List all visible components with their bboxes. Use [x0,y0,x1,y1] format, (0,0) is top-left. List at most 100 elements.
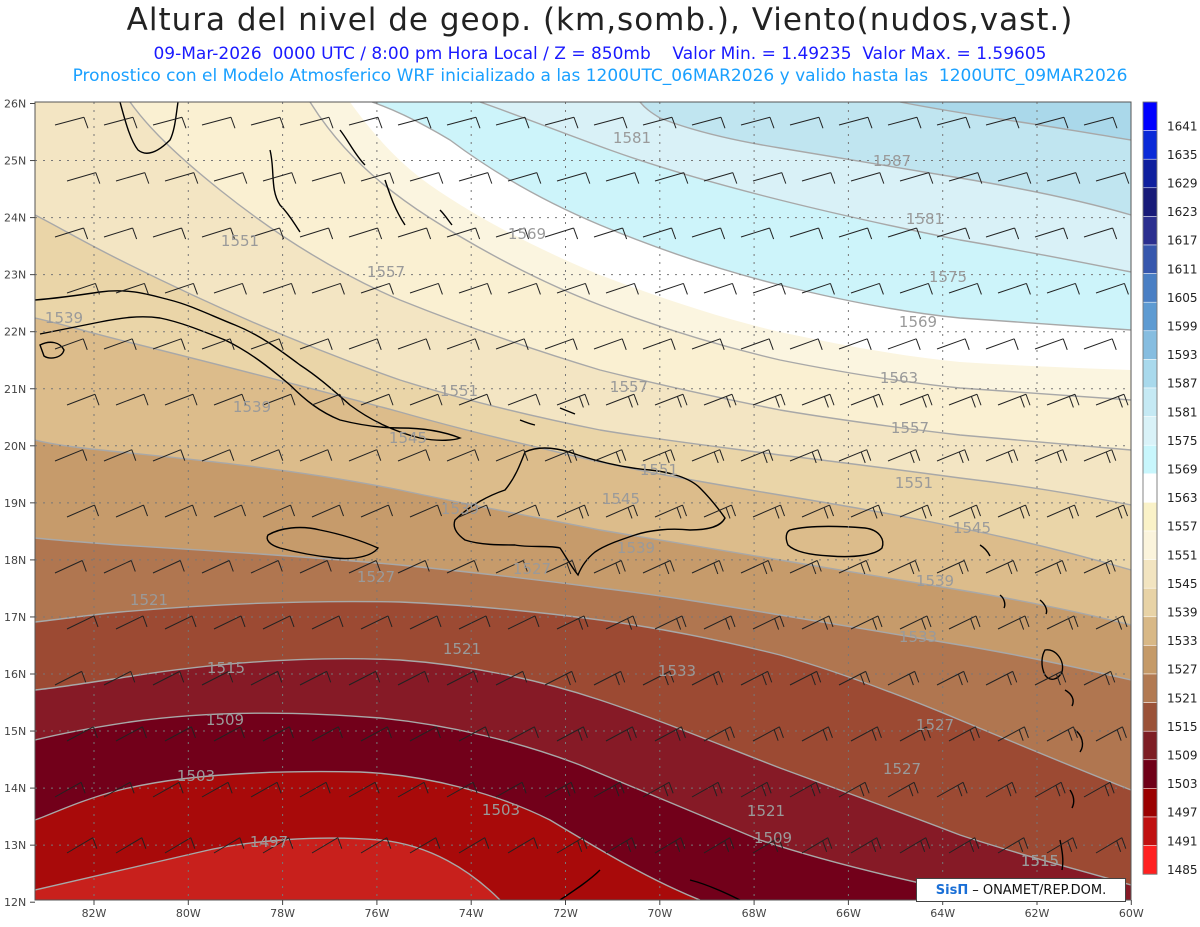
wind-barb [985,781,1017,798]
lat-tick-label: 23N [4,269,26,282]
wind-barb [1083,116,1118,129]
colorbar-swatch [1142,416,1158,446]
wind-barb [985,116,1020,129]
wind-barb [213,504,247,518]
wind-barb [887,560,920,575]
wind-barb [605,393,639,408]
colorbar-swatch [1142,502,1158,532]
wind-barb [1095,504,1129,519]
wind-barb [605,282,639,295]
colorbar-swatch [1142,273,1158,303]
contour-label: 1539 [617,539,655,557]
wind-barb [1034,116,1069,129]
wind-barb [495,449,529,462]
wind-barb [213,837,245,854]
wind-barb [948,172,983,184]
wind-barb [103,116,138,129]
wind-barb [850,172,885,184]
colorbar-swatch [1142,359,1158,389]
wind-barb [789,338,823,351]
colorbar-frame [1142,101,1158,875]
colorbar-swatch [1142,616,1158,646]
wind-barb [1046,837,1078,854]
colorbar-swatch [1142,301,1158,332]
wind-barb [838,781,870,798]
wind-barb [262,615,295,630]
wind-barb [458,837,490,854]
wind-barb [887,781,919,798]
wind-barb [556,615,589,630]
wind-barb [66,172,101,184]
wind-barb [1046,615,1079,630]
wind-barb [691,338,725,351]
wind-barb [446,670,479,686]
colorbar-swatch [1142,702,1158,732]
contour-label: 1515 [1021,852,1059,870]
colorbar-label: 1503 [1167,777,1198,791]
wind-barb [605,615,638,630]
wind-barb [299,116,334,129]
wind-barb [936,560,969,575]
wind-barb [899,393,933,408]
wind-barb [360,837,392,854]
contour-label: 1557 [367,263,405,281]
wind-barb [201,116,236,129]
wind-barb [360,393,394,406]
lon-tick-label: 74W [459,907,484,920]
contour-label: 1503 [482,801,520,819]
wind-barb [311,172,346,184]
wind-barb [262,393,296,406]
lat-tick-label: 15N [4,725,26,738]
wind-barb [1095,615,1128,630]
wind-barb [299,781,331,798]
wind-barb [360,615,393,630]
wind-barb [360,282,394,295]
wind-barb [152,338,186,351]
wind-barb [1095,393,1129,408]
contour-label: 1557 [610,378,648,396]
wind-barb [66,282,100,295]
colorbar-swatch [1142,187,1158,217]
wind-barb [593,781,625,798]
wind-barb [703,504,737,519]
wind-barb [507,282,541,295]
wind-barb [605,837,637,854]
lon-tick-label: 80W [176,907,201,920]
wind-barb [887,116,922,129]
colorbar-swatch [1142,473,1158,503]
wind-barb [115,615,148,630]
wind-barb [801,172,836,184]
wind-barb [850,837,882,854]
wind-barb [201,781,233,798]
wind-barb [311,282,345,295]
wind-barb [1034,227,1069,240]
wind-barb [1095,837,1127,854]
wind-barb [262,172,297,184]
contour-label: 1503 [177,767,215,785]
wind-barb [544,116,579,129]
colorbar-swatch [1142,759,1158,789]
wind-barb [997,393,1031,408]
contour-label: 1551 [440,382,478,400]
wind-barb [1034,670,1067,686]
colorbar-label: 1533 [1167,634,1198,648]
wind-barb [1034,338,1068,351]
contour-label: 1497 [250,833,288,851]
model-run-subtitle: Pronostico con el Modelo Atmosferico WRF… [72,66,1128,86]
colorbar-swatch [1142,216,1158,246]
wind-barb [1083,227,1118,240]
wind-barb [446,227,481,240]
wind-barb [936,781,968,798]
wind-barb [115,837,147,854]
wind-barb [691,449,725,464]
colorbar-label: 1497 [1167,806,1198,820]
wind-barb [850,282,884,295]
contour-label: 1527 [916,716,954,734]
wind-barb [801,837,833,854]
contour-label: 1527 [513,560,551,578]
wind-barb [740,338,774,351]
wind-barb [752,504,786,519]
wind-barb [152,560,185,574]
plot-frame [34,101,1132,901]
wind-barb [691,670,724,686]
